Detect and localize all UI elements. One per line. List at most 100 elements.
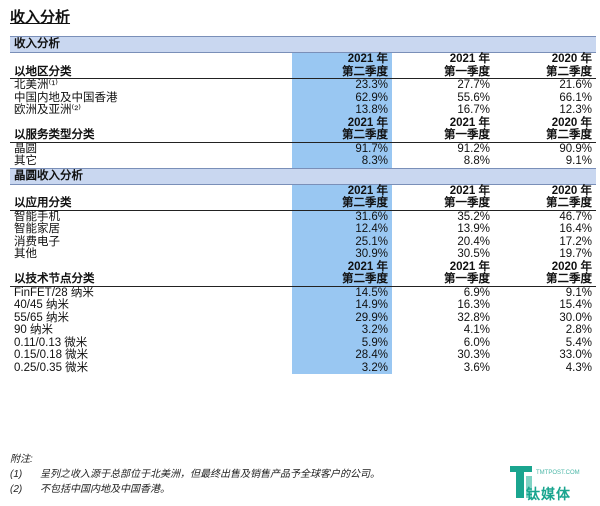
value-cell: 19.7%: [559, 248, 592, 260]
period-year: 2021 年: [449, 260, 490, 273]
row-label: 北美洲⁽¹⁾: [14, 79, 58, 91]
table-row: 智能家居 12.4% 13.9% 16.4%: [10, 223, 596, 236]
row-label: FinFET/28 纳米: [14, 286, 94, 299]
row-label: 0.11/0.13 微米: [14, 336, 88, 349]
period-quarter: 第一季度: [444, 65, 490, 78]
value-cell: 9.1%: [565, 286, 592, 299]
value-cell: 62.9%: [292, 91, 392, 104]
period-header: 2021 年第一季度: [392, 116, 494, 143]
value-cell: 6.0%: [463, 336, 490, 349]
table-row: 其他 30.9% 30.5% 19.7%: [10, 248, 596, 261]
value-cell: 33.0%: [559, 349, 592, 361]
value-cell: 3.2%: [292, 361, 392, 374]
period-header: 2021 年第二季度: [292, 116, 392, 143]
footnote-mark: (1): [10, 469, 23, 480]
value-cell: 13.9%: [457, 223, 490, 235]
row-label: 40/45 纳米: [14, 299, 69, 311]
category-heading: 以地区分类: [10, 52, 292, 79]
table-row: 晶圆 91.7% 91.2% 90.9%: [10, 142, 596, 155]
period-header: 2021 年第二季度: [292, 52, 392, 79]
period-quarter: 第一季度: [444, 197, 490, 209]
value-cell: 4.1%: [463, 324, 490, 336]
table-header-row: 以地区分类 2021 年第二季度 2021 年第一季度 2020 年第二季度: [10, 52, 596, 79]
footnote-text: 不包括中国内地及中国香港。: [40, 484, 170, 495]
value-cell: 8.3%: [292, 155, 392, 168]
value-cell: 17.2%: [559, 235, 592, 248]
value-cell: 6.9%: [463, 286, 490, 299]
table-row: 0.25/0.35 微米 3.2% 3.6% 4.3%: [10, 361, 596, 374]
period-header: 2021 年第一季度: [392, 52, 494, 79]
value-cell: 30.0%: [559, 311, 592, 324]
period-header: 2021 年第一季度: [392, 184, 494, 211]
value-cell: 91.7%: [292, 142, 392, 155]
watermark-brand: 钛媒体: [526, 486, 571, 502]
row-label: 欧洲及亚洲⁽²⁾: [14, 104, 81, 116]
table-row: FinFET/28 纳米 14.5% 6.9% 9.1%: [10, 286, 596, 299]
value-cell: 5.4%: [565, 336, 592, 349]
table-row: 0.11/0.13 微米 5.9% 6.0% 5.4%: [10, 336, 596, 349]
value-cell: 28.4%: [292, 349, 392, 362]
period-year: 2021 年: [449, 53, 490, 65]
value-cell: 12.3%: [559, 104, 592, 116]
value-cell: 16.4%: [559, 223, 592, 235]
table-row: 90 纳米 3.2% 4.1% 2.8%: [10, 324, 596, 337]
row-label: 中国内地及中国香港: [14, 91, 118, 104]
row-label: 智能手机: [14, 210, 60, 223]
value-cell: 14.9%: [292, 299, 392, 312]
footnote-mark: (2): [10, 484, 23, 495]
row-label: 90 纳米: [14, 324, 53, 336]
value-cell: 46.7%: [559, 210, 592, 223]
value-cell: 23.3%: [292, 78, 392, 92]
period-year: 2020 年: [551, 53, 592, 65]
period-year: 2021 年: [449, 116, 490, 129]
period-header: 2020 年第二季度: [494, 260, 596, 287]
value-cell: 91.2%: [457, 142, 490, 155]
footnotes-heading: 附注:: [10, 454, 33, 465]
value-cell: 21.6%: [559, 79, 592, 91]
category-heading: 以服务类型分类: [10, 116, 292, 143]
value-cell: 66.1%: [559, 91, 592, 104]
period-quarter: 第二季度: [546, 129, 592, 141]
table-row: 欧洲及亚洲⁽²⁾ 13.8% 16.7% 12.3%: [10, 104, 596, 117]
value-cell: 2.8%: [565, 324, 592, 336]
value-cell: 29.9%: [292, 311, 392, 324]
table-row: 北美洲⁽¹⁾ 23.3% 27.7% 21.6%: [10, 78, 596, 92]
value-cell: 20.4%: [457, 235, 490, 248]
table-row: 55/65 纳米 29.9% 32.8% 30.0%: [10, 311, 596, 324]
period-header: 2021 年第二季度: [292, 260, 392, 287]
table-row: 40/45 纳米 14.9% 16.3% 15.4%: [10, 299, 596, 312]
footnote-1: (1) 呈列之收入源于总部位于北美洲，但最终出售及销售产品予全球客户的公司。: [10, 467, 380, 482]
row-label: 晶圆: [14, 142, 37, 155]
value-cell: 13.8%: [292, 104, 392, 117]
value-cell: 16.7%: [457, 104, 490, 116]
period-header: 2020 年第二季度: [494, 116, 596, 143]
value-cell: 16.3%: [457, 299, 490, 311]
section-band: 收入分析: [10, 36, 596, 53]
period-year: 2020 年: [551, 260, 592, 273]
period-year: 2021 年: [347, 260, 388, 273]
period-year: 2020 年: [551, 184, 592, 197]
value-cell: 90.9%: [559, 142, 592, 155]
table-header-row: 以技术节点分类 2021 年第二季度 2021 年第一季度 2020 年第二季度: [10, 260, 596, 287]
value-cell: 55.6%: [457, 91, 490, 104]
value-cell: 4.3%: [565, 361, 592, 374]
row-label: 55/65 纳米: [14, 311, 69, 324]
value-cell: 32.8%: [457, 311, 490, 324]
section-band-label: 收入分析: [10, 36, 596, 53]
value-cell: 35.2%: [457, 210, 490, 223]
period-year: 2020 年: [551, 116, 592, 129]
period-header: 2021 年第二季度: [292, 184, 392, 211]
period-quarter: 第二季度: [342, 65, 388, 78]
value-cell: 30.5%: [457, 248, 490, 260]
period-header: 2020 年第二季度: [494, 184, 596, 211]
value-cell: 9.1%: [565, 155, 592, 167]
period-quarter: 第二季度: [546, 273, 592, 285]
period-quarter: 第二季度: [342, 129, 388, 141]
row-label: 其它: [14, 155, 37, 167]
value-cell: 5.9%: [292, 336, 392, 349]
period-year: 2021 年: [347, 53, 388, 65]
period-year: 2021 年: [347, 184, 388, 197]
period-quarter: 第一季度: [444, 129, 490, 141]
value-cell: 8.8%: [463, 155, 490, 167]
row-label: 其他: [14, 248, 37, 260]
